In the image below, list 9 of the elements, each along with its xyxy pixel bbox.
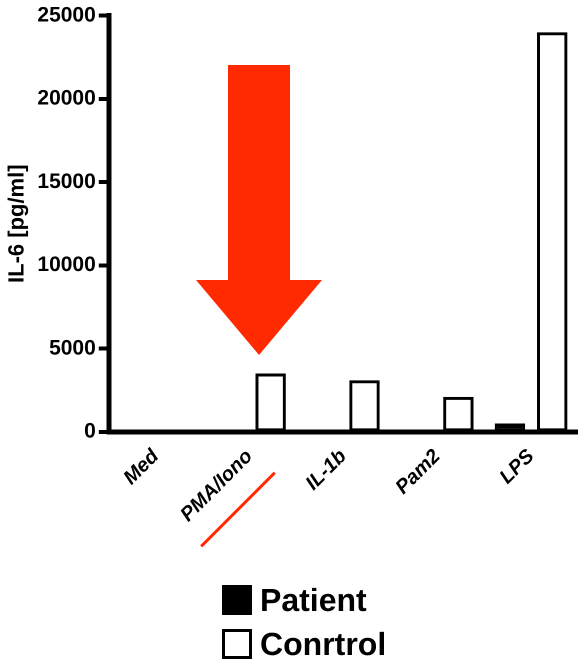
legend-label: Conrtrol <box>260 626 386 662</box>
y-tick-label: 10000 <box>37 253 96 276</box>
y-tick-label: 5000 <box>49 336 96 360</box>
y-tick-label: 20000 <box>37 86 96 110</box>
y-tick-label: 0 <box>84 420 96 443</box>
legend-label: Patient <box>260 582 367 618</box>
y-tick-label: 15000 <box>37 170 96 193</box>
y-tick-label: 25000 <box>37 3 96 26</box>
y-axis-title: IL-6 [pg/ml] <box>3 164 28 283</box>
